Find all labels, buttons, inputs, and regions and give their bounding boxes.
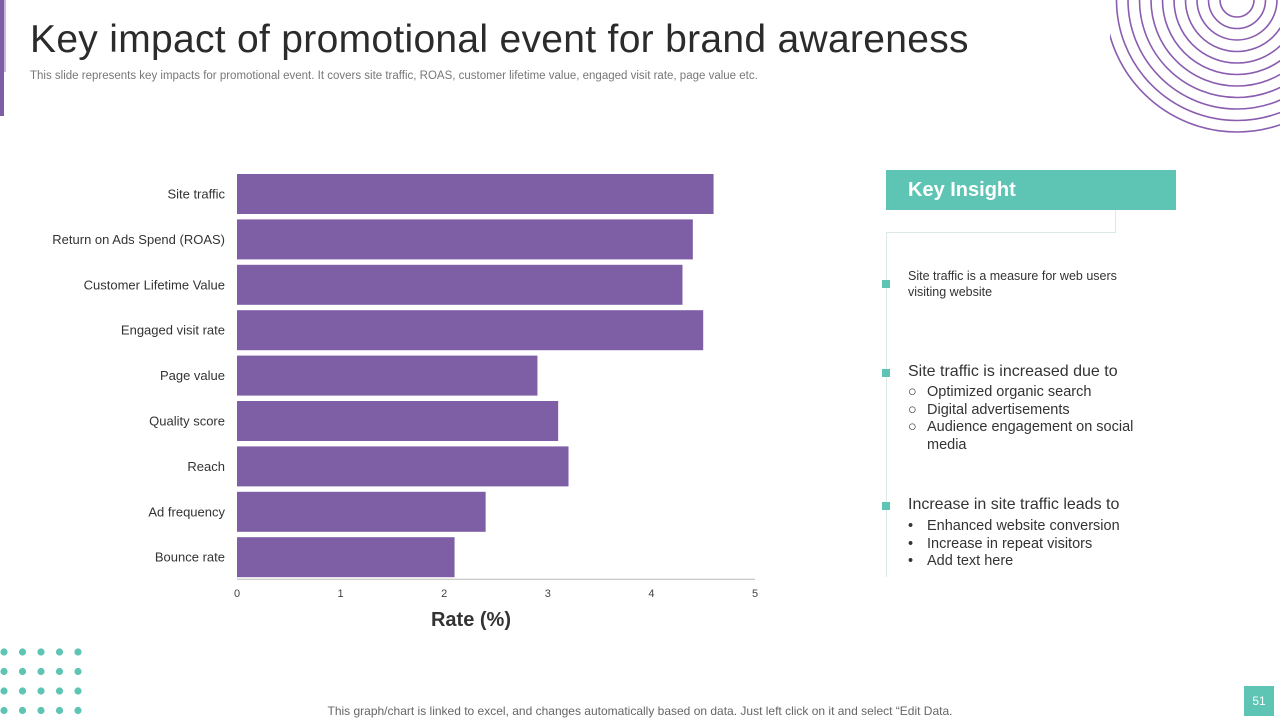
ring [1184,0,1280,53]
bar[interactable] [237,446,569,487]
insight-frame-top [886,232,1116,233]
x-tick-label: 4 [648,588,654,600]
decor-dot [0,648,8,656]
decor-dot [18,667,27,676]
x-tick-label: 5 [752,588,758,600]
x-axis-title: Rate (%) [431,609,511,631]
decor-dot [0,706,8,715]
insight-point-3-heading: Increase in site traffic leads to [908,496,1120,513]
insight-sub-item-text: Audience engagement on social media [927,419,1134,453]
decor-dot [55,687,64,695]
accent-bar [0,0,4,116]
ring [1150,0,1280,87]
ring [1138,0,1280,99]
insight-sub-item: ○ Audience engagement on social media [908,419,1148,454]
list-marker-icon: • [908,553,914,569]
key-insight-title: Key Insight [908,179,1016,201]
bar[interactable] [237,537,455,578]
insight-sub-item-text: Add text here [927,553,1014,569]
decor-dot [74,667,82,676]
category-label: Ad frequency [148,504,225,519]
bar[interactable] [237,264,683,305]
decor-dot [37,648,45,656]
insight-sub-item-text: Optimized organic search [927,384,1092,400]
dot-grid-decoration [0,648,82,715]
decor-dot [37,706,45,715]
insight-sub-item-text: Enhanced website conversion [927,518,1120,534]
insight-vertical-line [886,232,887,577]
category-label: Quality score [149,414,225,429]
ring [1115,0,1280,122]
ring [1110,32,1280,133]
list-marker-icon: ○ [908,401,917,418]
category-label: Return on Ads Spend (ROAS) [52,232,225,247]
list-marker-icon: ○ [908,419,917,435]
category-label: Site traffic [167,187,225,202]
bar[interactable] [237,310,704,351]
category-label: Reach [187,459,225,474]
list-marker-icon: ○ [908,384,917,400]
x-tick-label: 3 [545,588,551,600]
insight-point-2-heading: Site traffic is increased due to [908,363,1118,380]
decor-dot [0,687,8,695]
decor-dot [37,667,45,676]
ring [1161,0,1280,76]
insight-point-3-list: • Enhanced website conversion • Increase in… [908,518,1148,571]
concentric-rings-decoration [1110,0,1280,133]
insight-frame-right [1115,210,1116,233]
bar[interactable] [237,491,486,532]
category-label: Engaged visit rate [121,323,225,338]
category-label: Page value [160,368,225,383]
bar[interactable] [237,401,559,441]
decor-dot [55,667,64,676]
decor-dot [55,706,64,715]
bar-chart[interactable]: Site traffic Return on Ads Spend (ROAS) Cu… [0,160,800,640]
bullet-square-icon [882,502,890,510]
decor-dot [0,667,8,676]
accent-bar-light [4,0,6,72]
decor-dot [18,648,27,656]
insight-sub-item: • Enhanced website conversion [908,518,1148,536]
x-tick-label: 1 [338,588,344,600]
x-tick-label: 0 [234,588,240,600]
decor-dot [74,706,82,715]
bar[interactable] [237,355,538,396]
ring [1127,0,1280,110]
page-number: 51 [1244,686,1274,716]
category-label: Bounce rate [155,550,225,565]
bullet-square-icon [882,280,890,288]
insight-sub-item: ○ Optimized organic search [908,384,1148,402]
decor-dot [74,648,82,656]
list-marker-icon: • [908,535,914,552]
insight-sub-item-text: Increase in repeat visitors [927,535,1093,552]
insight-point-2-list: ○ Optimized organic search ○ Digital advert… [908,384,1148,454]
ring [1173,0,1280,64]
x-tick-label: 2 [441,588,447,600]
decor-dot [55,648,64,656]
insight-point-1: Site traffic is a measure for web users … [908,269,1117,299]
bar[interactable] [237,219,693,260]
bullet-square-icon [882,369,890,377]
category-label: Customer Lifetime Value [84,277,225,292]
decor-dot [18,706,27,715]
ring [1207,0,1267,30]
key-insight-header: Key Insight [886,170,1176,210]
insight-sub-item-text: Digital advertisements [927,401,1070,418]
decor-dot [18,687,27,695]
ring [1219,0,1255,18]
footer-note: This graph/chart is linked to excel, and… [327,704,953,718]
decor-dot [74,687,82,695]
ring [1196,0,1278,41]
bar[interactable] [237,174,714,214]
slide-title: Key impact of promotional event for bran… [30,18,969,61]
insight-sub-item: • Increase in repeat visitors [908,536,1148,554]
insight-sub-item: • Add text here [908,553,1148,571]
insight-sub-item: ○ Digital advertisements [908,402,1148,420]
decor-dot [37,687,45,695]
list-marker-icon: • [908,518,914,534]
slide-subtitle: This slide represents key impacts for pr… [30,70,758,82]
